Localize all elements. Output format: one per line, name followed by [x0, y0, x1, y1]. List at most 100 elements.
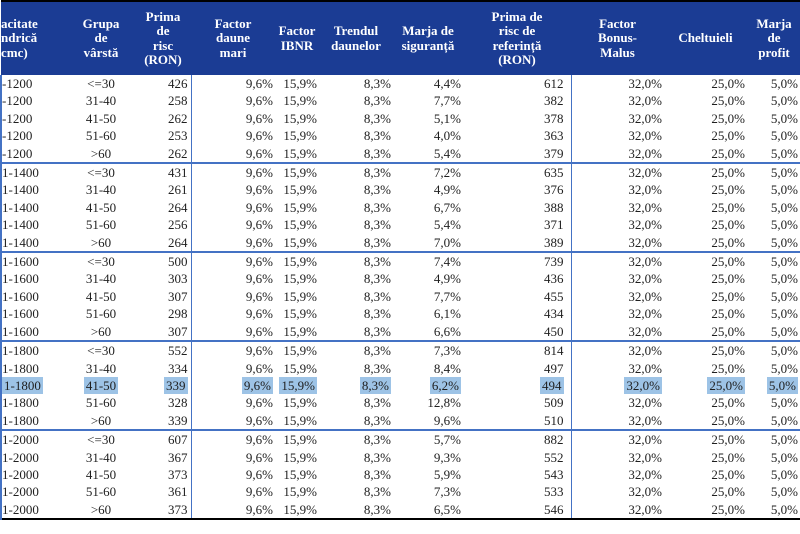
- cell-age-group: 51-60: [85, 484, 117, 500]
- cell-ibnr-factor: 15,9%: [275, 340, 319, 360]
- cell-claims-trend: 8,3%: [363, 182, 391, 198]
- cell-capacity: 1-2000: [0, 448, 67, 466]
- cell-large-claims-factor: 9,6%: [245, 466, 273, 482]
- cell-large-claims-factor: 9,6%: [245, 234, 273, 250]
- table-row: 1-1600 51-60 298 9,6% 15,9% 8,3% 6,1% 434 32,0% 2…: [0, 305, 800, 323]
- cell-large-claims-factor: 9,6%: [191, 162, 275, 182]
- cell-claims-trend: 8,3%: [363, 288, 391, 304]
- cell-risk-premium: 307: [135, 322, 192, 342]
- cell-profit-margin: 5,0%: [770, 271, 798, 287]
- cell-safety-margin: 5,9%: [433, 466, 461, 482]
- cell-ibnr-factor: 15,9%: [283, 128, 317, 144]
- cell-ibnr-factor: 15,9%: [275, 429, 319, 449]
- table-row: 1-1600 <=30 500 9,6% 15,9% 8,3% 7,4% 739 32,0% 25…: [0, 251, 800, 271]
- cell-safety-margin: 7,4%: [393, 251, 463, 271]
- cell-claims-trend: 8,3%: [363, 234, 391, 250]
- cell-reference-risk-premium: 739: [463, 251, 572, 271]
- cell-age-group: <=30: [67, 162, 135, 182]
- cell-claims-trend: 8,3%: [363, 306, 391, 322]
- cell-capacity: 1-1800: [0, 394, 67, 412]
- cell-age-group: 31-40: [85, 271, 117, 287]
- cell-capacity: 1-1400: [0, 162, 67, 182]
- cell-reference-risk-premium: 371: [463, 216, 572, 234]
- cell-large-claims-factor: 9,6%: [245, 128, 273, 144]
- cell-reference-risk-premium: 497: [463, 359, 572, 377]
- cell-reference-risk-premium: 546: [463, 500, 572, 520]
- cell-expenses: 25,0%: [711, 199, 745, 215]
- cell-ibnr-factor: 15,9%: [283, 199, 317, 215]
- table-row: 1-1800 51-60 328 9,6% 15,9% 8,3% 12,8% 509 32,0%…: [0, 394, 800, 412]
- cell-risk-premium: 253: [135, 127, 192, 145]
- cell-ibnr-factor: 15,9%: [283, 271, 317, 287]
- cell-reference-risk-premium: 533: [463, 483, 572, 501]
- cell-profit-margin: 5,0%: [770, 234, 798, 250]
- cell-capacity: -1200: [0, 144, 67, 164]
- cell-large-claims-factor: 9,6%: [241, 376, 273, 395]
- cell-claims-trend: 8,3%: [363, 128, 391, 144]
- cell-expenses: 25,0%: [711, 323, 745, 339]
- table-row: 1-1600 >60 307 9,6% 15,9% 8,3% 6,6% 450 32,0% 25,…: [0, 322, 800, 342]
- cell-claims-trend: 8,3%: [363, 360, 391, 376]
- cell-claims-trend: 8,3%: [319, 340, 393, 360]
- cell-risk-premium: 298: [135, 305, 192, 323]
- cell-reference-risk-premium: 635: [463, 162, 572, 182]
- cell-capacity: -1200: [0, 75, 67, 93]
- cell-large-claims-factor: 9,6%: [245, 288, 273, 304]
- cell-expenses: 25,0%: [711, 145, 745, 161]
- table-row: 1-2000 >60 373 9,6% 15,9% 8,3% 6,5% 546 32,0% 25,…: [0, 500, 800, 520]
- header-reference-risk-premium: Prima de risc de referință (RON): [463, 1, 571, 75]
- cell-claims-trend: 8,3%: [363, 466, 391, 482]
- cell-age-group: >60: [90, 412, 112, 428]
- table-row: 1-1800 >60 339 9,6% 15,9% 8,3% 9,6% 510 32,0% 25,…: [0, 411, 800, 431]
- cell-claims-trend: 8,3%: [363, 76, 391, 91]
- cell-expenses: 25,0%: [707, 376, 745, 395]
- table-row: 1-1800 31-40 334 9,6% 15,9% 8,3% 8,4% 497 32,0% 2…: [0, 359, 800, 377]
- cell-profit-margin: 5,0%: [770, 501, 798, 517]
- cell-ibnr-factor: 15,9%: [279, 376, 317, 395]
- cell-capacity: 1-1400: [0, 198, 67, 217]
- cell-age-group: 41-50: [85, 466, 117, 482]
- cell-ibnr-factor: 15,9%: [283, 76, 317, 91]
- cell-capacity: 1-1800: [0, 340, 67, 360]
- tariff-table: acitate ndrică cmc) Grupa de vârstă Prima de ris…: [0, 0, 800, 521]
- cell-age-group: 41-50: [85, 199, 117, 215]
- cell-age-group: <=30: [67, 251, 135, 271]
- cell-ibnr-factor: 15,9%: [283, 484, 317, 500]
- cell-age-group: 51-60: [85, 217, 117, 233]
- cell-risk-premium: 607: [135, 429, 192, 449]
- cell-bonus-malus-factor: 32,0%: [628, 271, 662, 287]
- cell-reference-risk-premium: 376: [463, 181, 572, 199]
- cell-expenses: 25,0%: [664, 251, 747, 271]
- cell-capacity: 1-1400: [0, 216, 67, 234]
- cell-profit-margin: 5,0%: [770, 93, 798, 109]
- cell-large-claims-factor: 9,6%: [245, 323, 273, 339]
- cell-reference-risk-premium: 434: [463, 305, 572, 323]
- cell-age-group: 41-50: [83, 376, 119, 395]
- cell-ibnr-factor: 15,9%: [283, 217, 317, 233]
- cell-bonus-malus-factor: 32,0%: [624, 376, 662, 395]
- cell-claims-trend: 8,3%: [363, 145, 391, 161]
- cell-risk-premium: 339: [135, 376, 192, 395]
- cell-risk-premium: 262: [135, 109, 192, 128]
- cell-age-group: <=30: [87, 76, 115, 91]
- cell-profit-margin: 5,0%: [770, 145, 798, 161]
- header-profit-margin: Marja de profit: [747, 1, 800, 75]
- header-claims-trend: Trendul daunelor: [319, 1, 393, 75]
- table-row: -1200 >60 262 9,6% 15,9% 8,3% 5,4% 379 32,0% 25,0…: [0, 144, 800, 164]
- cell-large-claims-factor: 9,6%: [245, 395, 273, 411]
- cell-safety-margin: 6,7%: [433, 199, 461, 215]
- cell-bonus-malus-factor: 32,0%: [628, 217, 662, 233]
- cell-safety-margin: 7,2%: [393, 162, 463, 182]
- table-row: 1-1400 >60 264 9,6% 15,9% 8,3% 7,0% 389 32,0% 25,…: [0, 233, 800, 253]
- cell-bonus-malus-factor: 32,0%: [628, 199, 662, 215]
- header-bonus-malus-factor: Factor Bonus- Malus: [571, 1, 664, 75]
- cell-claims-trend: 8,3%: [319, 162, 393, 182]
- cell-large-claims-factor: 9,6%: [245, 76, 273, 91]
- cell-profit-margin: 5,0%: [770, 76, 798, 91]
- cell-expenses: 25,0%: [711, 93, 745, 109]
- cell-capacity: 1-2000: [0, 429, 67, 449]
- cell-ibnr-factor: 15,9%: [283, 449, 317, 465]
- cell-risk-premium: 264: [135, 198, 192, 217]
- cell-large-claims-factor: 9,6%: [245, 306, 273, 322]
- cell-ibnr-factor: 15,9%: [283, 395, 317, 411]
